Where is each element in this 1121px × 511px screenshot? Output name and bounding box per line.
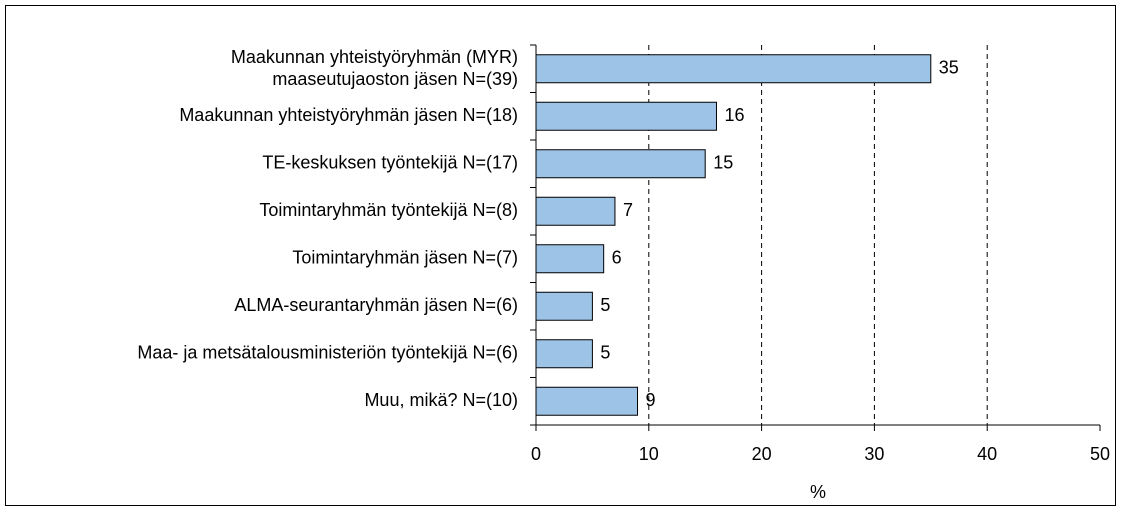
x-tick-label: 40: [977, 444, 997, 464]
data-label: 6: [612, 248, 622, 268]
x-tick-label: 30: [864, 444, 884, 464]
data-label: 5: [600, 295, 610, 315]
data-label: 7: [623, 200, 633, 220]
y-tick-label: Muu, mikä? N=(10): [364, 390, 518, 410]
bar: [535, 339, 593, 369]
bar: [535, 54, 932, 84]
bar: [535, 196, 616, 226]
data-label: 5: [600, 343, 610, 363]
y-tick-label: Toimintaryhmän jäsen N=(7): [292, 248, 518, 268]
y-tick-label: Maa- ja metsätalousministeriön työntekij…: [137, 343, 518, 363]
x-tick-label: 0: [531, 444, 541, 464]
data-label: 15: [713, 153, 733, 173]
bar: [535, 244, 605, 274]
x-tick-label: 10: [639, 444, 659, 464]
bar: [535, 101, 717, 131]
bar: [535, 386, 639, 416]
data-label: 35: [939, 58, 959, 78]
x-axis-label: %: [810, 482, 826, 502]
bar: [535, 149, 706, 179]
y-tick-label: Maakunnan yhteistyöryhmän (MYR) maaseutuj…: [231, 47, 518, 89]
x-tick-label: 20: [752, 444, 772, 464]
y-tick-label: TE-keskuksen työntekijä N=(17): [262, 153, 518, 173]
data-label: 9: [646, 390, 656, 410]
y-tick-label: Toimintaryhmän työntekijä N=(8): [259, 200, 518, 220]
y-tick-label: Maakunnan yhteistyöryhmän jäsen N=(18): [179, 105, 518, 125]
data-label: 16: [724, 105, 744, 125]
bar: [535, 291, 593, 321]
y-tick-label: ALMA-seurantaryhmän jäsen N=(6): [234, 295, 518, 315]
x-tick-label: 50: [1090, 444, 1110, 464]
